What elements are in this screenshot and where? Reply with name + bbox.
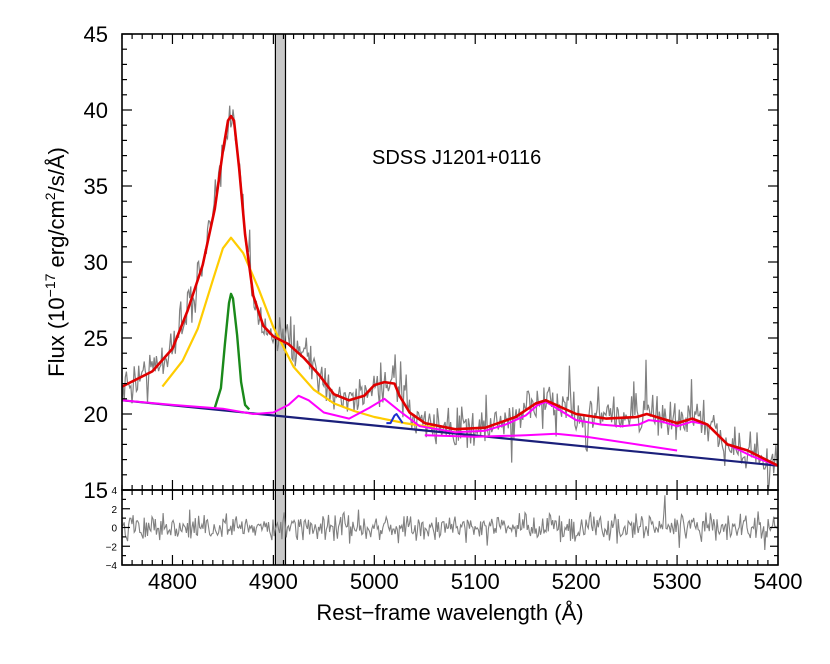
residual-y-tick-label: −2 [106, 542, 118, 553]
axis-tick-labels: 4800 4900 5000 5100 5200 5300 5400152025303540… [84, 22, 803, 594]
series-power-law-continuum [122, 399, 778, 467]
y-tick-label: 40 [84, 98, 108, 123]
y-tick-label: 35 [84, 174, 108, 199]
x-tick-label: 5200 [552, 569, 601, 594]
x-tick-label: 4800 [148, 569, 197, 594]
series-broad-h-beta [161, 236, 436, 429]
x-axis-title: Rest−frame wavelength (Å) [316, 600, 583, 625]
y-tick-label: 20 [84, 402, 108, 427]
y-tick-label: 45 [84, 22, 108, 47]
masked-region-band [275, 34, 286, 565]
axis-ticks [121, 33, 779, 566]
x-tick-label: 4900 [249, 569, 298, 594]
x-tick-label: 5400 [754, 569, 803, 594]
residual-line [122, 495, 778, 551]
y-tick-label: 15 [84, 478, 108, 503]
residual-spectrum [122, 495, 778, 551]
y-tick-label: 25 [84, 326, 108, 351]
residual-y-tick-label: 4 [111, 486, 117, 497]
x-tick-label: 5300 [653, 569, 702, 594]
residual-y-tick-label: 2 [111, 505, 117, 516]
residual-y-tick-label: 0 [111, 524, 117, 535]
x-tick-label: 5000 [350, 569, 399, 594]
series-narrow-h-beta [213, 292, 251, 411]
x-tick-label: 5100 [451, 569, 500, 594]
object-name-annotation: SDSS J1201+0116 [372, 147, 541, 169]
y-axis-title: Flux (10−17 erg/cm2/s/Å) [42, 147, 69, 377]
y-tick-label: 30 [84, 250, 108, 275]
model-components [122, 114, 778, 467]
series-total-model [122, 114, 778, 467]
series--o-iii-narrow [386, 413, 404, 425]
series-fe-ii-broad-component [424, 432, 678, 452]
residual-y-tick-label: −4 [106, 561, 118, 572]
series-fe-ii-template [122, 394, 778, 467]
